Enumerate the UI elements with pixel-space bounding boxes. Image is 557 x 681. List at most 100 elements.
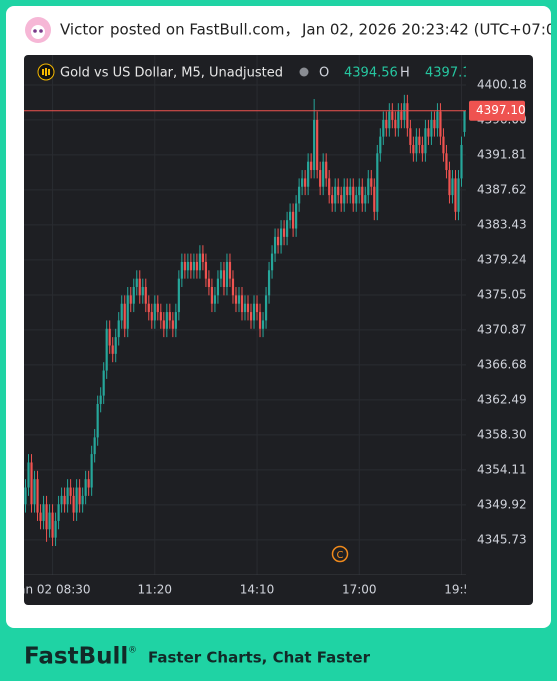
candle-body <box>355 195 358 204</box>
y-tick-label: 4358.30 <box>477 427 527 441</box>
candle-body <box>304 178 307 187</box>
symbol-icon-bar <box>45 68 47 76</box>
candle-body <box>177 278 180 313</box>
candle-body <box>252 303 256 321</box>
candle-body <box>424 128 427 154</box>
ohlc-key: H <box>400 66 410 81</box>
avatar-face <box>31 25 45 39</box>
candle-body <box>195 261 198 271</box>
y-tick-label: 4370.87 <box>477 322 527 336</box>
candle-body <box>385 119 388 129</box>
candle-body <box>319 170 322 187</box>
y-tick-label: 4362.49 <box>477 392 527 406</box>
ohlc-key: O <box>319 66 329 81</box>
candle-body <box>228 261 232 279</box>
candle-body <box>292 211 295 229</box>
candle-body <box>234 295 238 304</box>
candle-body <box>282 228 286 237</box>
last-price-box <box>469 100 525 121</box>
candle-body <box>186 261 189 271</box>
y-tick-label: 4383.43 <box>477 217 527 231</box>
candle-body <box>322 161 325 187</box>
candle-body <box>78 487 81 505</box>
candle-body <box>276 236 280 246</box>
candle-body <box>210 287 214 304</box>
candle-body <box>394 119 397 129</box>
candle-body <box>57 504 60 521</box>
candle-body <box>301 178 304 187</box>
candle-body <box>255 303 259 313</box>
candle-body <box>93 437 96 455</box>
candle-body <box>289 211 292 221</box>
candle-body <box>349 186 352 196</box>
candle-body <box>75 487 78 513</box>
candle-body <box>213 295 217 304</box>
candle-body <box>448 170 451 196</box>
candle-body <box>270 253 274 271</box>
candle-body <box>129 295 132 304</box>
candle-body <box>135 278 138 288</box>
candle-body <box>51 512 54 538</box>
candle-body <box>84 479 87 496</box>
candle-body <box>403 103 406 120</box>
avatar-eye <box>33 29 37 33</box>
candle-body <box>156 303 159 313</box>
candle-body <box>439 111 442 137</box>
candle-body <box>264 295 268 321</box>
candle-body <box>102 370 105 396</box>
y-tick-label: 4345.73 <box>477 532 527 546</box>
candle-body <box>66 487 69 505</box>
candle-body <box>397 111 400 129</box>
candle-body <box>207 278 211 288</box>
candle-body <box>180 261 183 279</box>
candle-body <box>279 228 283 246</box>
candle-body <box>418 136 421 145</box>
candle-body <box>42 504 45 521</box>
candle-body <box>165 312 168 329</box>
avatar-eye <box>39 29 43 33</box>
candle-body <box>27 462 30 488</box>
candle-body <box>463 110 466 132</box>
candle-body <box>225 261 229 288</box>
candle-body <box>433 119 436 129</box>
candle-body <box>325 161 328 179</box>
candle-body <box>258 312 262 329</box>
brand-mark: ® <box>128 646 137 656</box>
chart-legend: Gold vs US Dollar, M5, Unadjusted O 4394… <box>37 63 466 81</box>
candle-body <box>126 295 129 329</box>
candle-body <box>358 186 361 196</box>
candle-body <box>261 320 265 329</box>
price-axis: 4345.73 4349.92 4354.11 4358.30 4362.49 4366.… <box>469 77 527 546</box>
candle-body <box>117 320 120 338</box>
candle-body <box>267 270 271 296</box>
candle-body <box>183 261 186 271</box>
candle-body <box>120 303 123 321</box>
candle-body <box>81 495 84 505</box>
candle-body <box>240 295 244 313</box>
x-tick-label: 19:50 <box>444 583 479 597</box>
candle-body <box>168 312 171 321</box>
candle-body <box>63 495 66 505</box>
candle-body <box>273 236 277 254</box>
candle-body <box>48 512 51 530</box>
symbol-icon-bar <box>42 69 44 75</box>
candle-body <box>99 395 102 404</box>
brand: FastBull <box>24 644 128 670</box>
candle-body <box>246 303 250 313</box>
post-text: posted on FastBull.com， <box>110 21 299 39</box>
candle-body <box>352 186 355 204</box>
candle-body <box>316 119 319 171</box>
candle-body <box>412 144 415 154</box>
candle-body <box>189 261 192 271</box>
candle-body <box>105 328 108 371</box>
candle-body <box>421 144 424 154</box>
candle-body <box>331 195 334 204</box>
candle-body <box>174 312 177 329</box>
candle-body <box>24 487 27 505</box>
candle-body <box>415 136 418 154</box>
candle-body <box>454 178 457 212</box>
candle-body <box>370 178 373 187</box>
candle-body <box>334 186 337 204</box>
